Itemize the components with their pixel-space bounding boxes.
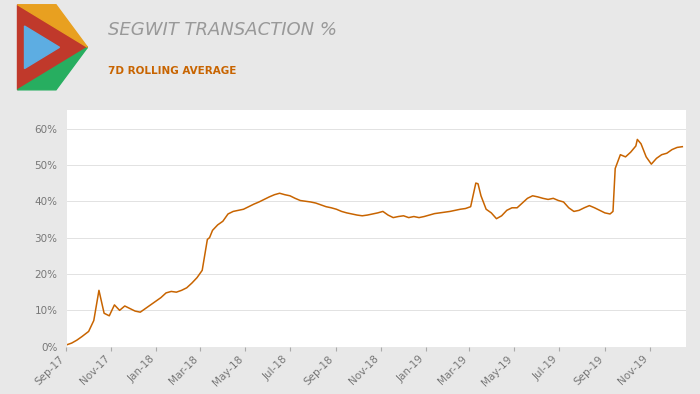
Polygon shape bbox=[25, 26, 60, 69]
Polygon shape bbox=[18, 5, 88, 90]
Text: SEGWIT TRANSACTION %: SEGWIT TRANSACTION % bbox=[108, 21, 337, 39]
Polygon shape bbox=[18, 5, 88, 47]
Text: 7D ROLLING AVERAGE: 7D ROLLING AVERAGE bbox=[108, 66, 237, 76]
Polygon shape bbox=[18, 47, 88, 90]
